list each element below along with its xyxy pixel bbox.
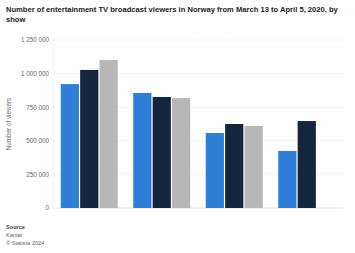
source: Kantar <box>6 232 23 238</box>
y-tick-label: 1 000 000 <box>21 70 50 77</box>
y-axis-line <box>53 40 54 208</box>
y-tick-label: 250 000 <box>26 171 49 178</box>
bar <box>100 60 118 208</box>
bar <box>245 126 263 208</box>
y-tick-label: 500 000 <box>26 137 49 144</box>
bar <box>61 84 79 208</box>
bar <box>278 151 296 208</box>
bars <box>61 60 316 208</box>
y-tick-label: 750 000 <box>26 104 49 111</box>
bar <box>225 124 243 208</box>
y-axis-label: Number of viewers <box>5 98 12 151</box>
bar <box>172 98 190 208</box>
source-label: Source <box>6 224 25 230</box>
bar <box>133 93 151 208</box>
bar <box>80 70 98 208</box>
y-tick-label: 1 250 000 <box>21 36 50 43</box>
bar <box>153 97 171 208</box>
bar <box>206 133 224 208</box>
copyright: © Statista 2024 <box>6 240 44 246</box>
y-tick-label: 0 <box>45 204 49 211</box>
title: Number of entertainment TV broadcast vie… <box>6 5 339 24</box>
grid-line <box>53 40 343 41</box>
bar <box>298 121 316 208</box>
